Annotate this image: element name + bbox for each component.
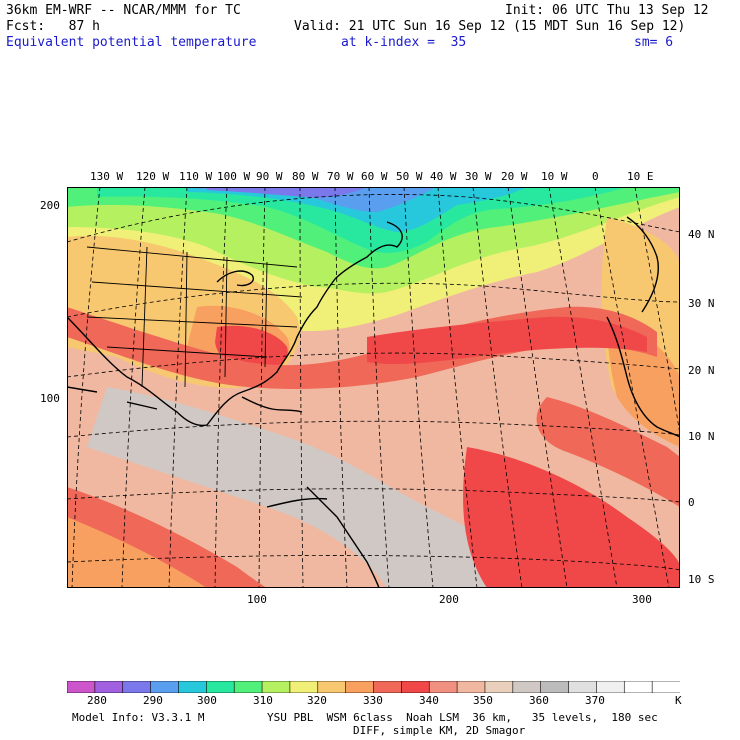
colorbar-swatch [122, 681, 152, 693]
colorbar-swatch [261, 681, 291, 693]
lon-label: 0 [592, 170, 599, 183]
coldest-band [207, 187, 367, 198]
itcz-red [536, 397, 680, 507]
lon-label: 20 W [501, 170, 528, 183]
colorbar-label: 370 [585, 694, 605, 707]
valid-time: Valid: 21 UTC Sun 16 Sep 12 (15 MDT Sun … [294, 19, 686, 34]
colorbar-swatch [233, 681, 263, 693]
colorbar-swatch [623, 681, 653, 693]
lon-label: 40 W [430, 170, 457, 183]
lon-label: 30 W [465, 170, 492, 183]
colorbar-label: 360 [529, 694, 549, 707]
x-grid-label: 200 [439, 593, 459, 606]
lat-label: 10 S [688, 573, 715, 586]
colorbar-swatch [317, 681, 347, 693]
colorbar-label: 340 [419, 694, 439, 707]
init-time: Init: 06 UTC Thu 13 Sep 12 [505, 3, 709, 18]
colorbar-swatch [345, 681, 375, 693]
lon-label: 60 W [361, 170, 388, 183]
lon-label: 80 W [292, 170, 319, 183]
cold-blue-band [197, 187, 437, 212]
colorbar-swatch [373, 681, 403, 693]
lat-label: 20 N [688, 364, 715, 377]
colorbar-swatch [178, 681, 208, 693]
colorbar-swatch [150, 681, 180, 693]
south-atlantic-red [463, 447, 680, 588]
lon-label: 110 W [179, 170, 213, 183]
coastlines [67, 216, 680, 588]
lat-label: 10 N [688, 430, 715, 443]
colorbar-swatch [456, 681, 486, 693]
colorbar-swatch [401, 681, 431, 693]
lon-label: 90 W [256, 170, 283, 183]
colorbar-swatch [484, 681, 514, 693]
colorbar-label: 310 [253, 694, 273, 707]
y-grid-label: 100 [40, 392, 60, 405]
physics-info: YSU PBL WSM 6class Noah LSM 36 km, 35 le… [267, 711, 658, 724]
colorbar-label: 290 [143, 694, 163, 707]
lon-label: 10 W [541, 170, 568, 183]
colorbar-label: 280 [87, 694, 107, 707]
colorbar-label: 330 [363, 694, 383, 707]
y-grid-label: 200 [40, 199, 60, 212]
model-info: Model Info: V3.3.1 M [72, 711, 205, 724]
colorbar-swatch [596, 681, 626, 693]
colorbar-swatch [651, 681, 680, 693]
subtropical-core [367, 316, 647, 365]
lat-label: 40 N [688, 228, 715, 241]
colorbar-swatch [428, 681, 458, 693]
pacific-orange [67, 517, 207, 588]
forecast-hour: Fcst: 87 h [6, 19, 100, 34]
diffusion-info: DIFF, simple KM, 2D Smagor [353, 724, 526, 737]
lon-label: 50 W [396, 170, 423, 183]
lon-label: 10 E [627, 170, 654, 183]
colorbar-label: 350 [473, 694, 493, 707]
colorbar-unit: K [675, 694, 682, 707]
k-index: at k-index = 35 [341, 35, 467, 50]
colorbar-swatch [67, 681, 96, 693]
lon-label: 120 W [136, 170, 170, 183]
x-grid-label: 300 [632, 593, 652, 606]
theta-e-map [67, 187, 680, 588]
field-name: Equivalent potential temperature [6, 35, 257, 50]
colorbar-swatch [206, 681, 235, 693]
lat-label: 0 [688, 496, 695, 509]
colorbar-swatch [289, 681, 319, 693]
smoothing: sm= 6 [634, 35, 674, 50]
graticule [67, 187, 680, 588]
colorbar [67, 681, 680, 693]
lon-label: 70 W [327, 170, 354, 183]
colorbar-swatch [94, 681, 124, 693]
colorbar-label: 300 [197, 694, 217, 707]
colorbar-swatch [512, 681, 542, 693]
colorbar-label: 320 [307, 694, 327, 707]
lat-label: 30 N [688, 297, 715, 310]
model-title: 36km EM-WRF -- NCAR/MMM for TC [6, 3, 241, 18]
colorbar-swatch [568, 681, 598, 693]
lon-label: 130 W [90, 170, 124, 183]
colorbar-swatch [540, 681, 570, 693]
africa-orange [607, 317, 680, 447]
lon-label: 100 W [217, 170, 251, 183]
boundaries [86, 246, 303, 388]
x-grid-label: 100 [247, 593, 267, 606]
